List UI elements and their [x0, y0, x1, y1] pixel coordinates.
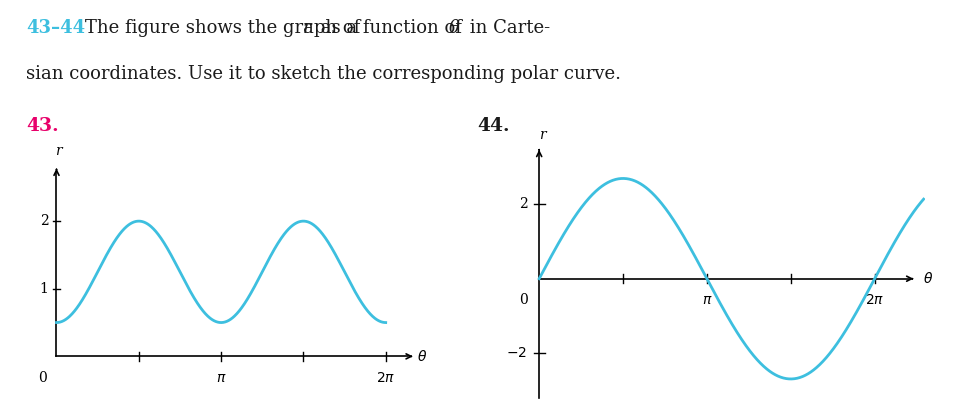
Text: $\theta$: $\theta$	[416, 349, 427, 364]
Text: θ: θ	[448, 19, 458, 37]
Text: 43.: 43.	[26, 117, 58, 135]
Text: 0: 0	[38, 371, 47, 385]
Text: r: r	[538, 128, 545, 142]
Text: r: r	[302, 19, 311, 37]
Text: in Carte-: in Carte-	[463, 19, 549, 37]
Text: 43–44: 43–44	[26, 19, 85, 37]
Text: $\pi$: $\pi$	[700, 293, 712, 307]
Text: r: r	[55, 144, 62, 158]
Text: $2\pi$: $2\pi$	[375, 371, 395, 385]
Text: 44.: 44.	[476, 117, 509, 135]
Text: $2\pi$: $2\pi$	[864, 293, 883, 307]
Text: 2: 2	[40, 214, 49, 228]
Text: The figure shows the graph of: The figure shows the graph of	[85, 19, 366, 37]
Text: $\pi$: $\pi$	[215, 371, 226, 385]
Text: as a function of: as a function of	[314, 19, 467, 37]
Text: $-2$: $-2$	[506, 346, 527, 360]
Text: sian coordinates. Use it to sketch the corresponding polar curve.: sian coordinates. Use it to sketch the c…	[26, 65, 620, 83]
Text: 1: 1	[40, 282, 49, 296]
Text: 2: 2	[518, 197, 527, 211]
Text: 0: 0	[518, 293, 527, 307]
Text: $\theta$: $\theta$	[922, 271, 932, 286]
